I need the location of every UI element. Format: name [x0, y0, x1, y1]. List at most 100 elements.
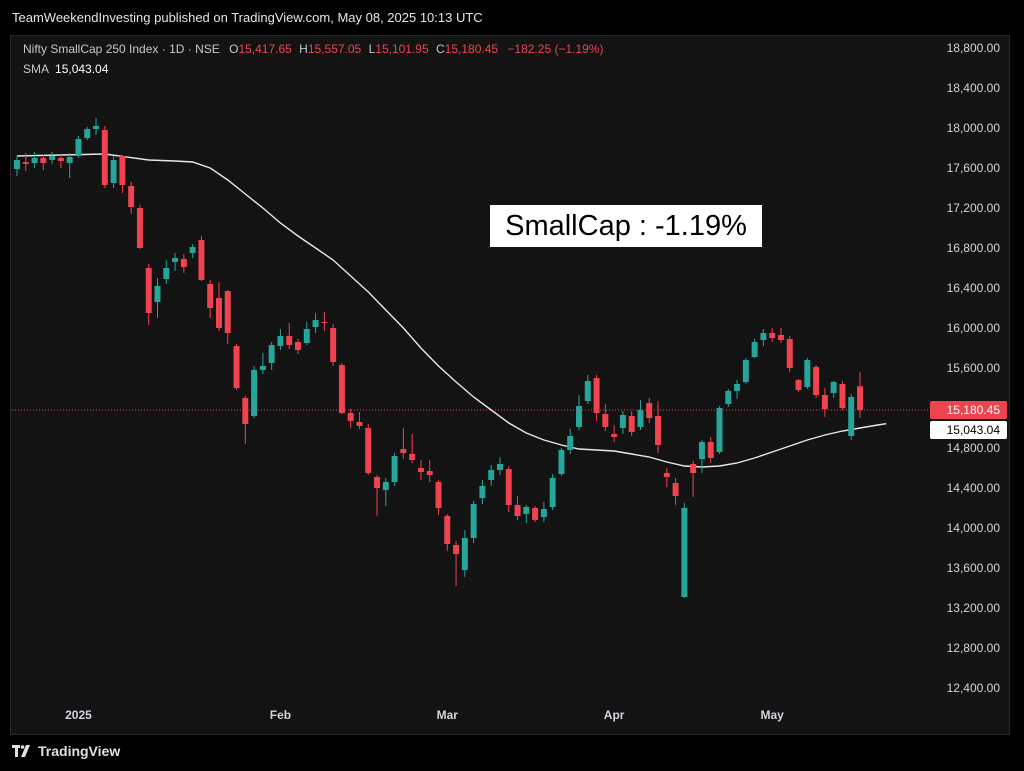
candle: [707, 437, 714, 463]
candle: [277, 329, 284, 350]
candle-body: [453, 545, 460, 554]
candle-body: [303, 329, 310, 343]
candle-body: [751, 342, 758, 357]
candle-body: [224, 291, 231, 333]
candle: [734, 380, 741, 399]
candle: [637, 400, 644, 430]
candle-body: [488, 470, 495, 480]
candle-body: [233, 346, 240, 388]
candle: [286, 323, 293, 349]
candle-body: [461, 538, 468, 570]
candle: [549, 474, 556, 510]
candle-body: [760, 333, 767, 340]
y-tick-label: 12,400.00: [947, 681, 1001, 695]
candle-body: [830, 382, 837, 393]
high-value: 15,557.05: [307, 42, 362, 56]
candle-body: [400, 449, 407, 453]
candle-body: [426, 471, 433, 475]
y-tick-label: 14,800.00: [947, 441, 1001, 455]
candle-body: [558, 450, 565, 474]
candle-body: [119, 156, 126, 185]
candle-body: [505, 469, 512, 505]
candle: [716, 406, 723, 454]
candle-body: [593, 378, 600, 413]
candle: [356, 412, 363, 429]
candle: [330, 324, 337, 366]
candle-body: [49, 156, 56, 160]
candle: [672, 478, 679, 505]
candle-body: [549, 478, 556, 507]
candle-body: [479, 486, 486, 498]
x-tick-label: May: [761, 708, 785, 722]
candle-body: [75, 139, 82, 156]
candle: [725, 389, 732, 407]
open-value: 15,417.65: [238, 42, 292, 56]
candle: [777, 328, 784, 343]
candle: [769, 328, 776, 342]
candle-body: [40, 158, 47, 163]
candle: [742, 358, 749, 384]
candle-body: [848, 397, 855, 436]
candle: [567, 429, 574, 454]
candle-body: [347, 413, 354, 421]
candle: [786, 336, 793, 372]
candle: [488, 465, 495, 486]
candle: [101, 126, 108, 188]
candle: [268, 342, 275, 370]
candle-body: [496, 464, 503, 470]
candle-body: [215, 298, 222, 328]
candle-body: [611, 434, 618, 437]
x-tick-label: Apr: [604, 708, 625, 722]
y-tick-label: 15,600.00: [947, 361, 1001, 375]
candle-body: [470, 504, 477, 538]
candle: [760, 329, 767, 346]
candle-body: [286, 336, 293, 345]
candle-body: [725, 391, 732, 404]
candle: [751, 339, 758, 358]
candle: [321, 312, 328, 331]
y-tick-label: 14,400.00: [947, 481, 1001, 495]
candle: [312, 313, 319, 333]
candle-body: [84, 129, 91, 138]
candle: [172, 253, 179, 271]
close-value: 15,180.45: [444, 42, 499, 56]
candle-body: [330, 328, 337, 362]
candle-body: [672, 483, 679, 496]
candle: [84, 127, 91, 140]
candle-body: [374, 477, 381, 488]
candle-body: [365, 428, 372, 473]
high-label: H: [299, 42, 308, 56]
candle-body: [742, 360, 749, 382]
candle: [338, 363, 345, 414]
candle: [189, 244, 196, 258]
candle: [830, 381, 837, 398]
candle: [839, 381, 846, 410]
candle-body: [567, 436, 574, 450]
candle-body: [128, 186, 135, 207]
candle-body: [180, 259, 187, 267]
candle-body: [409, 454, 416, 460]
candle: [180, 254, 187, 273]
sma-value: 15,043.04: [55, 62, 109, 76]
candle-body: [444, 516, 451, 544]
candle-body: [207, 284, 214, 308]
candle-body: [795, 380, 802, 390]
candle-body: [514, 505, 521, 516]
candle: [804, 358, 811, 389]
sma-price-label: 15,043.04: [947, 423, 1001, 437]
candle: [93, 118, 100, 135]
sma-line: [16, 153, 887, 468]
candle: [523, 505, 530, 523]
y-tick-label: 12,800.00: [947, 641, 1001, 655]
candle: [602, 404, 609, 431]
candle-body: [813, 367, 820, 395]
candle: [119, 155, 126, 193]
candle: [848, 394, 855, 440]
change-value: −182.25 (−1.19%): [507, 42, 604, 56]
publish-bar: TeamWeekendInvesting published on Tradin…: [0, 0, 1024, 36]
candle-body: [716, 408, 723, 452]
candle-body: [57, 158, 64, 161]
candle: [584, 375, 591, 404]
candle-body: [382, 482, 389, 490]
